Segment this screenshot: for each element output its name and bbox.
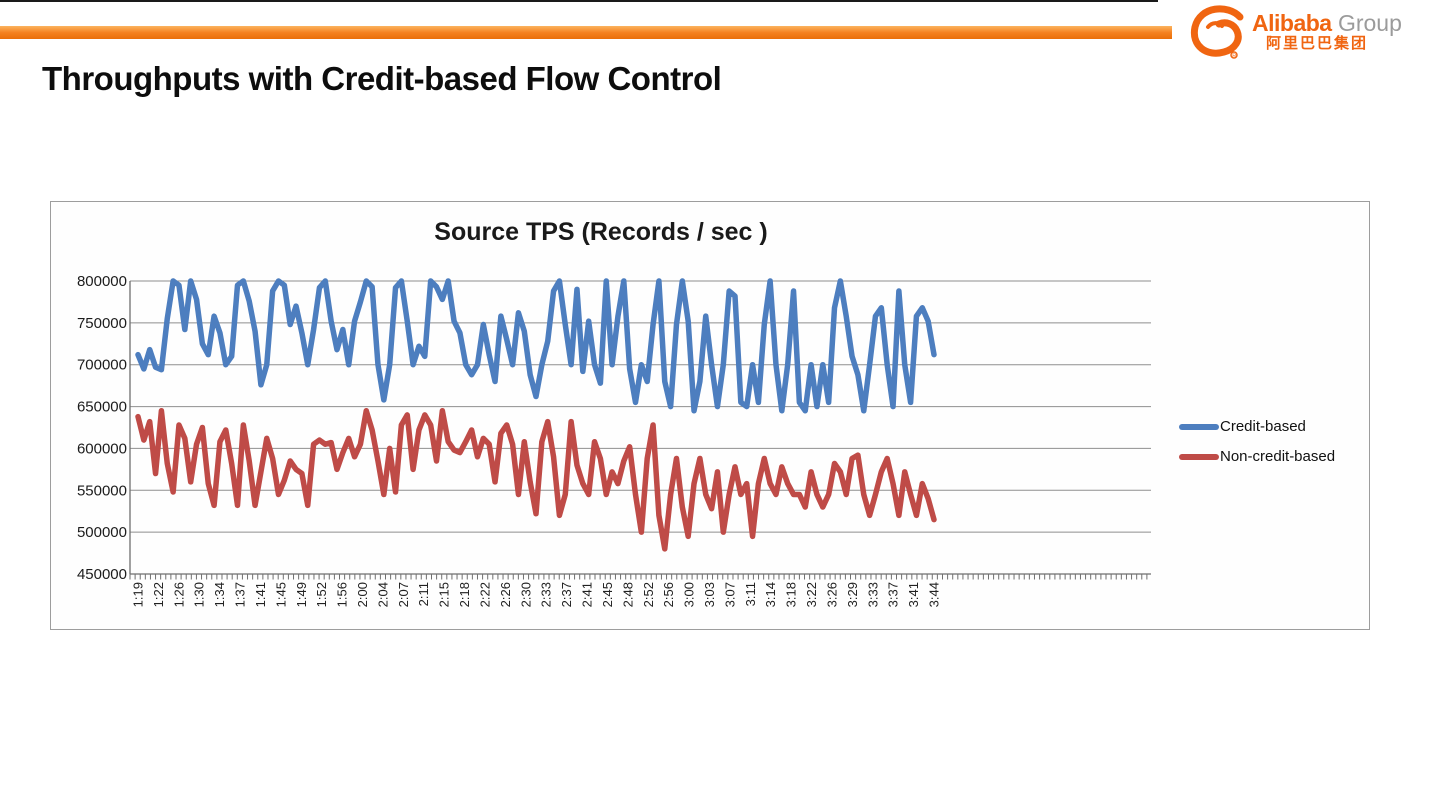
- x-axis-label: 3:41: [906, 582, 921, 607]
- x-axis-label: 1:26: [171, 582, 186, 607]
- x-axis-label: 3:22: [804, 582, 819, 607]
- x-axis-label: 3:26: [824, 582, 839, 607]
- x-axis-label: 2:00: [355, 582, 370, 607]
- x-axis-label: 2:30: [518, 582, 533, 607]
- accent-bar: [0, 26, 1172, 39]
- x-axis-label: 1:56: [335, 582, 350, 607]
- x-axis-label: 3:37: [886, 582, 901, 607]
- x-axis-label: 3:14: [763, 582, 778, 607]
- x-axis-label: 2:04: [375, 582, 390, 607]
- legend-item-credit-based: Credit-based: [1179, 418, 1335, 435]
- x-axis-label: 2:07: [396, 582, 411, 607]
- x-axis-label: 3:33: [865, 582, 880, 607]
- logo-brand-text: Alibaba: [1252, 10, 1332, 36]
- logo-chinese-text: 阿里巴巴集团: [1266, 35, 1369, 52]
- legend: Credit-based Non-credit-based: [1179, 418, 1335, 465]
- x-axis-label: 2:33: [539, 582, 554, 607]
- x-axis-label: 1:30: [192, 582, 207, 607]
- x-axis-label: 3:11: [743, 582, 758, 606]
- y-axis-label: 800000: [77, 273, 127, 290]
- plot-svg: 800000 750000 700000 650000 600000 550000 5000…: [77, 273, 1151, 607]
- y-axis-label: 450000: [77, 566, 127, 583]
- x-axis-label: 3:44: [927, 582, 942, 607]
- slide-title: Throughputs with Credit-based Flow Contr…: [42, 60, 722, 97]
- x-axis-label: 2:15: [437, 582, 452, 607]
- x-axis-label: 1:37: [233, 582, 248, 607]
- legend-label: Credit-based: [1220, 418, 1306, 435]
- y-axis-label: 600000: [77, 440, 127, 457]
- series-line-non-credit-based: [135, 408, 937, 552]
- alibaba-logo-text: Alibaba Group 阿里巴巴集团: [1252, 11, 1402, 52]
- y-axis-label: 550000: [77, 482, 127, 499]
- y-axis-label: 700000: [77, 357, 127, 374]
- top-divider-line: [0, 0, 1158, 2]
- x-axis-label: 1:22: [151, 582, 166, 607]
- series-line-credit-based: [135, 278, 937, 414]
- y-axis-label: 750000: [77, 315, 127, 332]
- x-axis-label: 2:45: [600, 582, 615, 607]
- alibaba-logo: R Alibaba Group 阿里巴巴集团: [1188, 5, 1438, 63]
- x-axis-label: 3:29: [845, 582, 860, 607]
- x-axis-label: 2:18: [457, 582, 472, 607]
- x-axis-label: 2:56: [661, 582, 676, 607]
- x-axis-label: 2:41: [580, 582, 595, 607]
- svg-text:R: R: [1232, 54, 1236, 60]
- x-axis-label: 3:00: [682, 582, 697, 607]
- y-axis-label: 500000: [77, 524, 127, 541]
- chart-frame: Source TPS (Records / sec ) 800000 750000…: [50, 201, 1370, 630]
- y-axis-label: 650000: [77, 399, 127, 416]
- legend-swatch: [1179, 453, 1219, 460]
- x-axis-label: 1:49: [294, 582, 309, 607]
- x-axis-label: 2:26: [498, 582, 513, 607]
- x-axis-label: 1:52: [314, 582, 329, 607]
- x-axis-label: 1:34: [212, 582, 227, 607]
- logo-group-text: Group: [1337, 10, 1402, 36]
- x-axis-label: 2:22: [477, 582, 492, 607]
- alibaba-logo-icon: R: [1190, 5, 1244, 60]
- x-axis-label: 2:48: [620, 582, 635, 607]
- x-axis-label: 3:18: [784, 582, 799, 607]
- x-axis-label: 1:45: [273, 582, 288, 607]
- x-axis-label: 3:07: [722, 582, 737, 607]
- chart-title: Source TPS (Records / sec ): [434, 218, 768, 246]
- x-axis-label: 2:37: [559, 582, 574, 607]
- legend-label: Non-credit-based: [1220, 448, 1336, 465]
- x-axis-label: 2:11: [416, 582, 431, 606]
- legend-swatch: [1179, 423, 1219, 430]
- x-axis-label: 1:41: [253, 582, 268, 607]
- x-axis-label: 3:03: [702, 582, 717, 607]
- x-axis-label: 2:52: [641, 582, 656, 607]
- legend-item-non-credit-based: Non-credit-based: [1179, 448, 1335, 465]
- x-axis-label: 1:19: [131, 582, 146, 607]
